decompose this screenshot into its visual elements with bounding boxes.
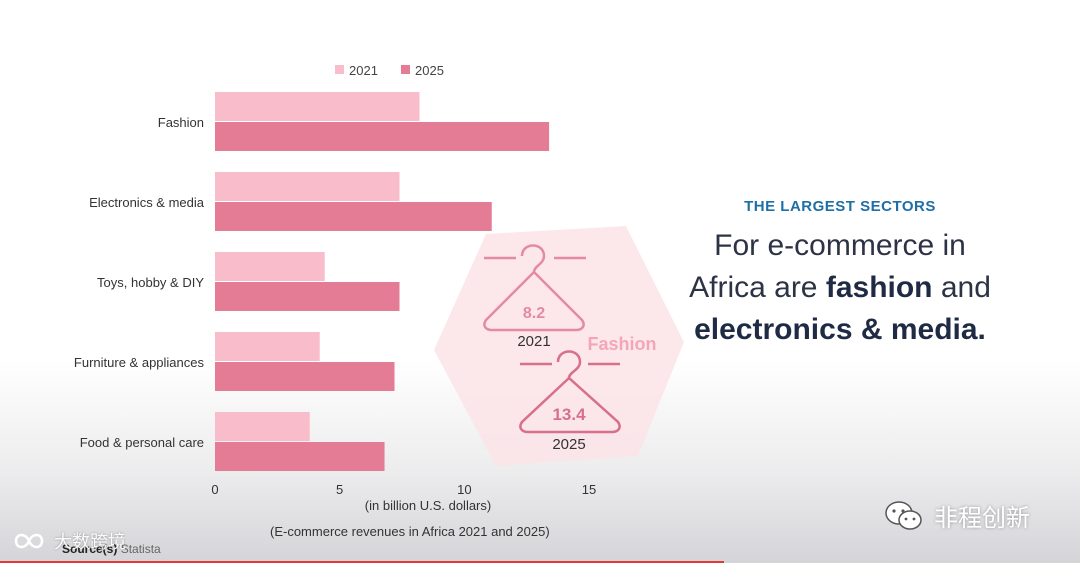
watermark-left: 大数跨境 bbox=[10, 528, 126, 554]
category-label-0: Fashion bbox=[158, 115, 204, 130]
bar-2021-4 bbox=[215, 412, 310, 441]
legend-label-2021: 2021 bbox=[349, 63, 378, 78]
bar-2025-2 bbox=[215, 282, 400, 311]
hanger-icon-2025 bbox=[519, 350, 621, 434]
x-tick-label-3: 15 bbox=[582, 482, 596, 497]
headline-line-1: For e-commerce in bbox=[714, 229, 966, 262]
headline-line-2-post: and bbox=[932, 271, 991, 304]
headline-line-2-pre: Africa are bbox=[689, 271, 826, 304]
source-line: Source(s) Statista bbox=[62, 542, 161, 556]
bar-2025-1 bbox=[215, 202, 492, 231]
bar-chart: 2021 2025 Fashion Electronics & media Toys,… bbox=[74, 63, 596, 513]
x-axis-ticks: 0 5 10 15 bbox=[211, 482, 596, 497]
wechat-icon bbox=[885, 500, 922, 530]
watermark-right-text: 非程创新 bbox=[934, 504, 1030, 532]
legend-swatch-2021 bbox=[335, 65, 344, 74]
headline-block: THE LARGEST SECTORS For e-commerce in Af… bbox=[640, 198, 1040, 351]
bar-2021-0 bbox=[215, 92, 420, 121]
hanger-icon-2021 bbox=[483, 244, 586, 332]
headline-line-2-bold: fashion bbox=[825, 271, 933, 304]
badge-year-2025: 2025 bbox=[552, 436, 585, 453]
source-label: Source(s) bbox=[62, 542, 118, 556]
category-label-1: Electronics & media bbox=[89, 195, 205, 210]
x-axis-label: (in billion U.S. dollars) bbox=[365, 498, 491, 513]
bar-2025-3 bbox=[215, 362, 395, 391]
badge-category: Fashion bbox=[587, 334, 656, 354]
badge-value-2021: 8.2 bbox=[523, 305, 545, 322]
chart-subtitle: (E-commerce revenues in Africa 2021 and … bbox=[270, 524, 550, 539]
badge-year-2021: 2021 bbox=[517, 333, 550, 350]
chart-legend: 2021 2025 bbox=[335, 63, 444, 78]
bar-2021-1 bbox=[215, 172, 400, 201]
infinity-logo-icon bbox=[14, 533, 44, 549]
legend-label-2025: 2025 bbox=[415, 63, 444, 78]
fashion-highlight-badge: 8.2 2021 Fashion 13.4 2025 bbox=[434, 226, 684, 466]
badge-hexagon bbox=[434, 226, 684, 466]
bar-2021-2 bbox=[215, 252, 325, 281]
bar-2025-0 bbox=[215, 122, 550, 151]
bar-2021-3 bbox=[215, 332, 320, 361]
video-progress-line bbox=[0, 561, 724, 563]
x-tick-label-1: 5 bbox=[336, 482, 343, 497]
category-label-2: Toys, hobby & DIY bbox=[97, 275, 204, 290]
category-labels: Fashion Electronics & media Toys, hobby & … bbox=[74, 115, 205, 450]
x-tick-label-0: 0 bbox=[211, 482, 218, 497]
badge-value-2025: 13.4 bbox=[552, 405, 586, 424]
category-label-4: Food & personal care bbox=[80, 435, 204, 450]
watermark-right: 非程创新 bbox=[884, 498, 1030, 533]
category-label-3: Furniture & appliances bbox=[74, 355, 205, 370]
headline-kicker: THE LARGEST SECTORS bbox=[744, 198, 936, 215]
headline-line-3-bold: electronics & media. bbox=[694, 313, 986, 346]
watermark-left-text: 大数跨境 bbox=[54, 532, 126, 553]
x-tick-label-2: 10 bbox=[457, 482, 471, 497]
headline-line-3: electronics & media. bbox=[640, 309, 1040, 351]
bar-2025-4 bbox=[215, 442, 385, 471]
chart-bars bbox=[215, 92, 550, 471]
source-value: Statista bbox=[120, 542, 161, 556]
legend-swatch-2025 bbox=[401, 65, 410, 74]
headline-line-2: Africa are fashion and bbox=[640, 267, 1040, 309]
